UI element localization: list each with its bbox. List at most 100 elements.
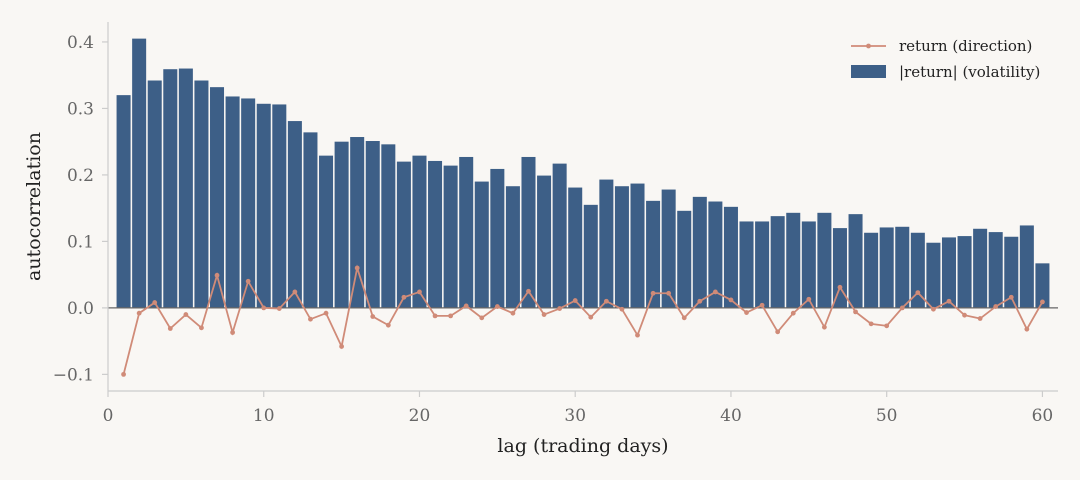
volatility-bar [365,141,380,308]
volatility-bar [178,68,193,308]
volatility-bar [661,189,676,308]
direction-point [479,315,485,321]
direction-point [292,289,298,295]
volatility-bar [630,183,645,308]
volatility-bar [521,156,536,308]
volatility-bar [957,236,972,308]
volatility-bar [272,104,287,308]
direction-point [790,310,796,316]
direction-point [121,371,126,377]
direction-point [541,312,547,317]
direction-point [681,315,687,321]
volatility-bar [583,204,598,308]
volatility-bar [864,232,879,308]
volatility-bar [832,228,847,308]
x-tick-label: 60 [1032,406,1054,426]
volatility-bar [646,200,661,308]
direction-point [526,288,531,294]
volatility-bar [303,132,318,308]
direction-point [136,310,142,316]
volatility-bar [739,221,754,308]
x-tick-label: 0 [103,406,114,426]
volatility-bar [147,80,162,308]
direction-point [572,298,578,303]
legend-bar-swatch [851,65,886,78]
direction-point [308,316,313,322]
direction-point [339,344,345,349]
x-tick-label: 10 [253,406,275,426]
direction-point [1024,326,1030,332]
direction-point [744,310,749,315]
volatility-bar [490,168,505,308]
legend-line-marker [866,43,871,49]
legend: return (direction) |return| (volatility) [851,37,1040,81]
volatility-bar [443,165,458,308]
y-tick-label: 0.4 [67,33,94,53]
direction-point [993,304,999,309]
direction-series [121,264,1045,377]
x-tick-label: 40 [720,406,742,426]
direction-point [214,272,220,278]
volatility-bar [412,155,427,308]
direction-point [775,329,781,335]
volatility-bar [334,141,349,308]
volatility-bar [256,103,271,308]
direction-point [1040,299,1045,305]
direction-point [899,305,905,311]
volatility-bar [210,87,225,308]
y-tick-label: 0.3 [67,99,94,119]
volatility-bar [1035,263,1050,308]
volatility-bar [132,38,147,308]
volatility-bar [1004,236,1019,308]
direction-point [712,289,718,295]
volatility-bar [396,161,411,308]
direction-point [385,322,391,328]
volatility-bars [116,38,1050,308]
legend-volatility-label: |return| (volatility) [899,63,1040,81]
direction-point [276,306,282,311]
volatility-bar [926,242,941,308]
direction-point [401,294,407,300]
volatility-bar [505,186,520,308]
direction-point [821,324,827,330]
volatility-bar [848,214,863,308]
volatility-bar [973,228,988,308]
volatility-bar [817,212,832,308]
direction-point [417,289,422,295]
volatility-bar [319,155,334,308]
direction-point [837,284,843,290]
x-axis-title: lag (trading days) [497,435,668,457]
direction-point [463,303,469,309]
x-tick-label: 20 [409,406,431,426]
volatility-bar [350,137,365,308]
y-ticks: −0.1 0.0 0.1 0.2 0.3 0.4 [53,33,108,385]
direction-point [962,312,967,318]
volatility-bar [163,69,178,308]
direction-point [510,310,516,316]
direction-point [245,278,251,284]
y-tick-label: 0.2 [67,166,94,186]
direction-line [122,264,1044,375]
direction-point [152,300,158,305]
direction-point [199,325,204,331]
volatility-bar [474,181,489,308]
direction-point [603,298,609,304]
y-tick-label: 0.1 [67,232,94,252]
volatility-bar [755,221,770,308]
volatility-bar [1019,225,1034,308]
direction-point [946,298,952,304]
direction-point [494,304,500,309]
direction-point [759,302,765,308]
direction-point [931,306,936,312]
volatility-bar [786,212,801,308]
volatility-bar [459,156,474,308]
direction-point [853,309,858,315]
volatility-bar [599,179,614,308]
direction-point [557,306,563,311]
direction-point [230,330,235,335]
direction-point [370,314,376,319]
volatility-bar [552,163,567,308]
direction-point [650,290,656,296]
y-tick-label: 0.0 [67,299,94,319]
